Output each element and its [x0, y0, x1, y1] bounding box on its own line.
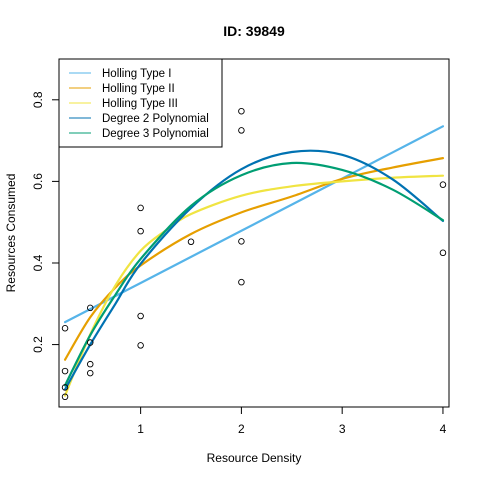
data-point — [137, 204, 144, 212]
y-tick-label: 0.6 — [31, 173, 45, 190]
data-point — [61, 325, 69, 332]
data-point — [439, 249, 447, 257]
legend-label: Holling Type III — [102, 98, 178, 110]
chart-title: ID: 39849 — [223, 23, 285, 39]
data-point — [137, 342, 144, 349]
data-point — [86, 304, 94, 312]
points-layer — [61, 107, 447, 401]
data-point — [86, 339, 94, 346]
data-point — [137, 227, 144, 235]
legend: Holling Type I Holling Type II Holling Typ… — [58, 58, 223, 148]
data-point — [61, 393, 69, 401]
data-point — [61, 367, 69, 375]
series-line-holling-type-ii — [63, 157, 445, 361]
data-point — [86, 369, 94, 377]
x-axis: 1 2 3 4 — [137, 406, 447, 436]
y-tick-label: 0.4 — [31, 254, 45, 271]
x-tick-label: 4 — [440, 422, 447, 436]
data-point — [439, 181, 447, 188]
data-point — [238, 127, 245, 134]
y-tick-label: 0.2 — [31, 336, 45, 353]
y-axis-label: Resources Consumed — [4, 174, 18, 293]
x-tick-label: 1 — [137, 422, 144, 436]
x-axis-label: Resource Density — [207, 451, 302, 465]
y-tick-label: 0.8 — [31, 91, 45, 108]
data-point — [137, 312, 144, 320]
series-line-degree-2-polynomial — [63, 149, 445, 391]
legend-label: Degree 3 Polynomial — [102, 128, 209, 140]
data-point — [61, 384, 69, 391]
data-point — [187, 238, 195, 246]
x-tick-label: 3 — [339, 422, 346, 436]
series-line-holling-type-iii — [63, 174, 445, 397]
legend-label: Holling Type II — [102, 83, 175, 95]
x-tick-label: 2 — [238, 422, 245, 436]
data-point — [238, 278, 245, 286]
y-axis: 0.2 0.4 0.6 0.8 — [31, 91, 60, 353]
data-point — [238, 107, 245, 115]
legend-label: Degree 2 Polynomial — [102, 113, 209, 125]
data-point — [238, 238, 245, 245]
series-line-degree-3-polynomial — [63, 161, 445, 387]
data-point — [86, 360, 94, 368]
legend-label: Holling Type I — [102, 68, 171, 80]
series-layer — [63, 125, 445, 397]
